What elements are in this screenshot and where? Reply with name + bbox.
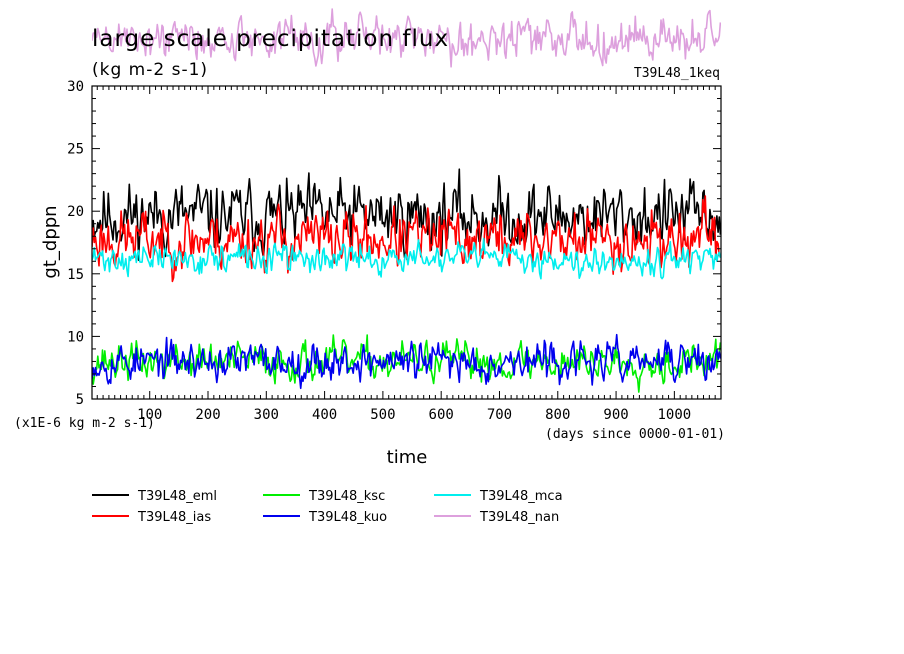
y-tick-label: 30 [67,79,84,95]
series-line-t39l48-mca [92,237,721,280]
x-unit-note: (days since 0000-01-01) [545,427,725,442]
series-layer [92,168,721,393]
y-tick-label: 5 [76,392,84,408]
y-tick-label: 25 [67,142,84,158]
legend-label: T39L48_ias [137,510,211,525]
series-line-t39l48-ias [92,195,721,283]
chart-units: (kg m-2 s-1) [92,60,208,80]
legend-label: T39L48_ksc [308,489,385,504]
series-line-t39l48-kuo [92,333,721,390]
chart-title: large scale precipitation flux [92,26,449,52]
x-axis-label: time [387,447,428,468]
x-tick-label: 900 [603,407,628,423]
series-line-t39l48-nan [92,8,721,68]
y-scale-note: (x1E-6 kg m-2 s-1) [14,416,155,431]
x-tick-label: 1000 [658,407,692,423]
y-axis-label: gt_dppn [40,205,61,278]
x-tick-label: 400 [312,407,337,423]
legend-label: T39L48_mca [479,489,563,504]
x-tick-label: 700 [487,407,512,423]
legend-label: T39L48_kuo [308,510,387,525]
y-tick-label: 10 [67,329,84,345]
x-tick-label: 300 [254,407,279,423]
x-tick-label: 500 [370,407,395,423]
run-label: T39L48_1keq [634,66,720,81]
x-tick-label: 100 [137,407,162,423]
x-tick-label: 200 [195,407,220,423]
legend-label: T39L48_nan [479,510,559,525]
y-tick-label: 15 [67,267,84,283]
legend-label: T39L48_eml [137,489,217,504]
tick-layer: 100 200 300 400 500 600 700 800 900 1000 5 10 15 20 25… [67,79,721,423]
legend: T39L48_eml T39L48_ias T39L48_ksc T39L48_kuo… [92,489,563,525]
x-tick-label: 600 [429,407,454,423]
overflow-series-layer [92,8,721,68]
y-tick-label: 20 [67,204,84,220]
x-tick-label: 800 [545,407,570,423]
